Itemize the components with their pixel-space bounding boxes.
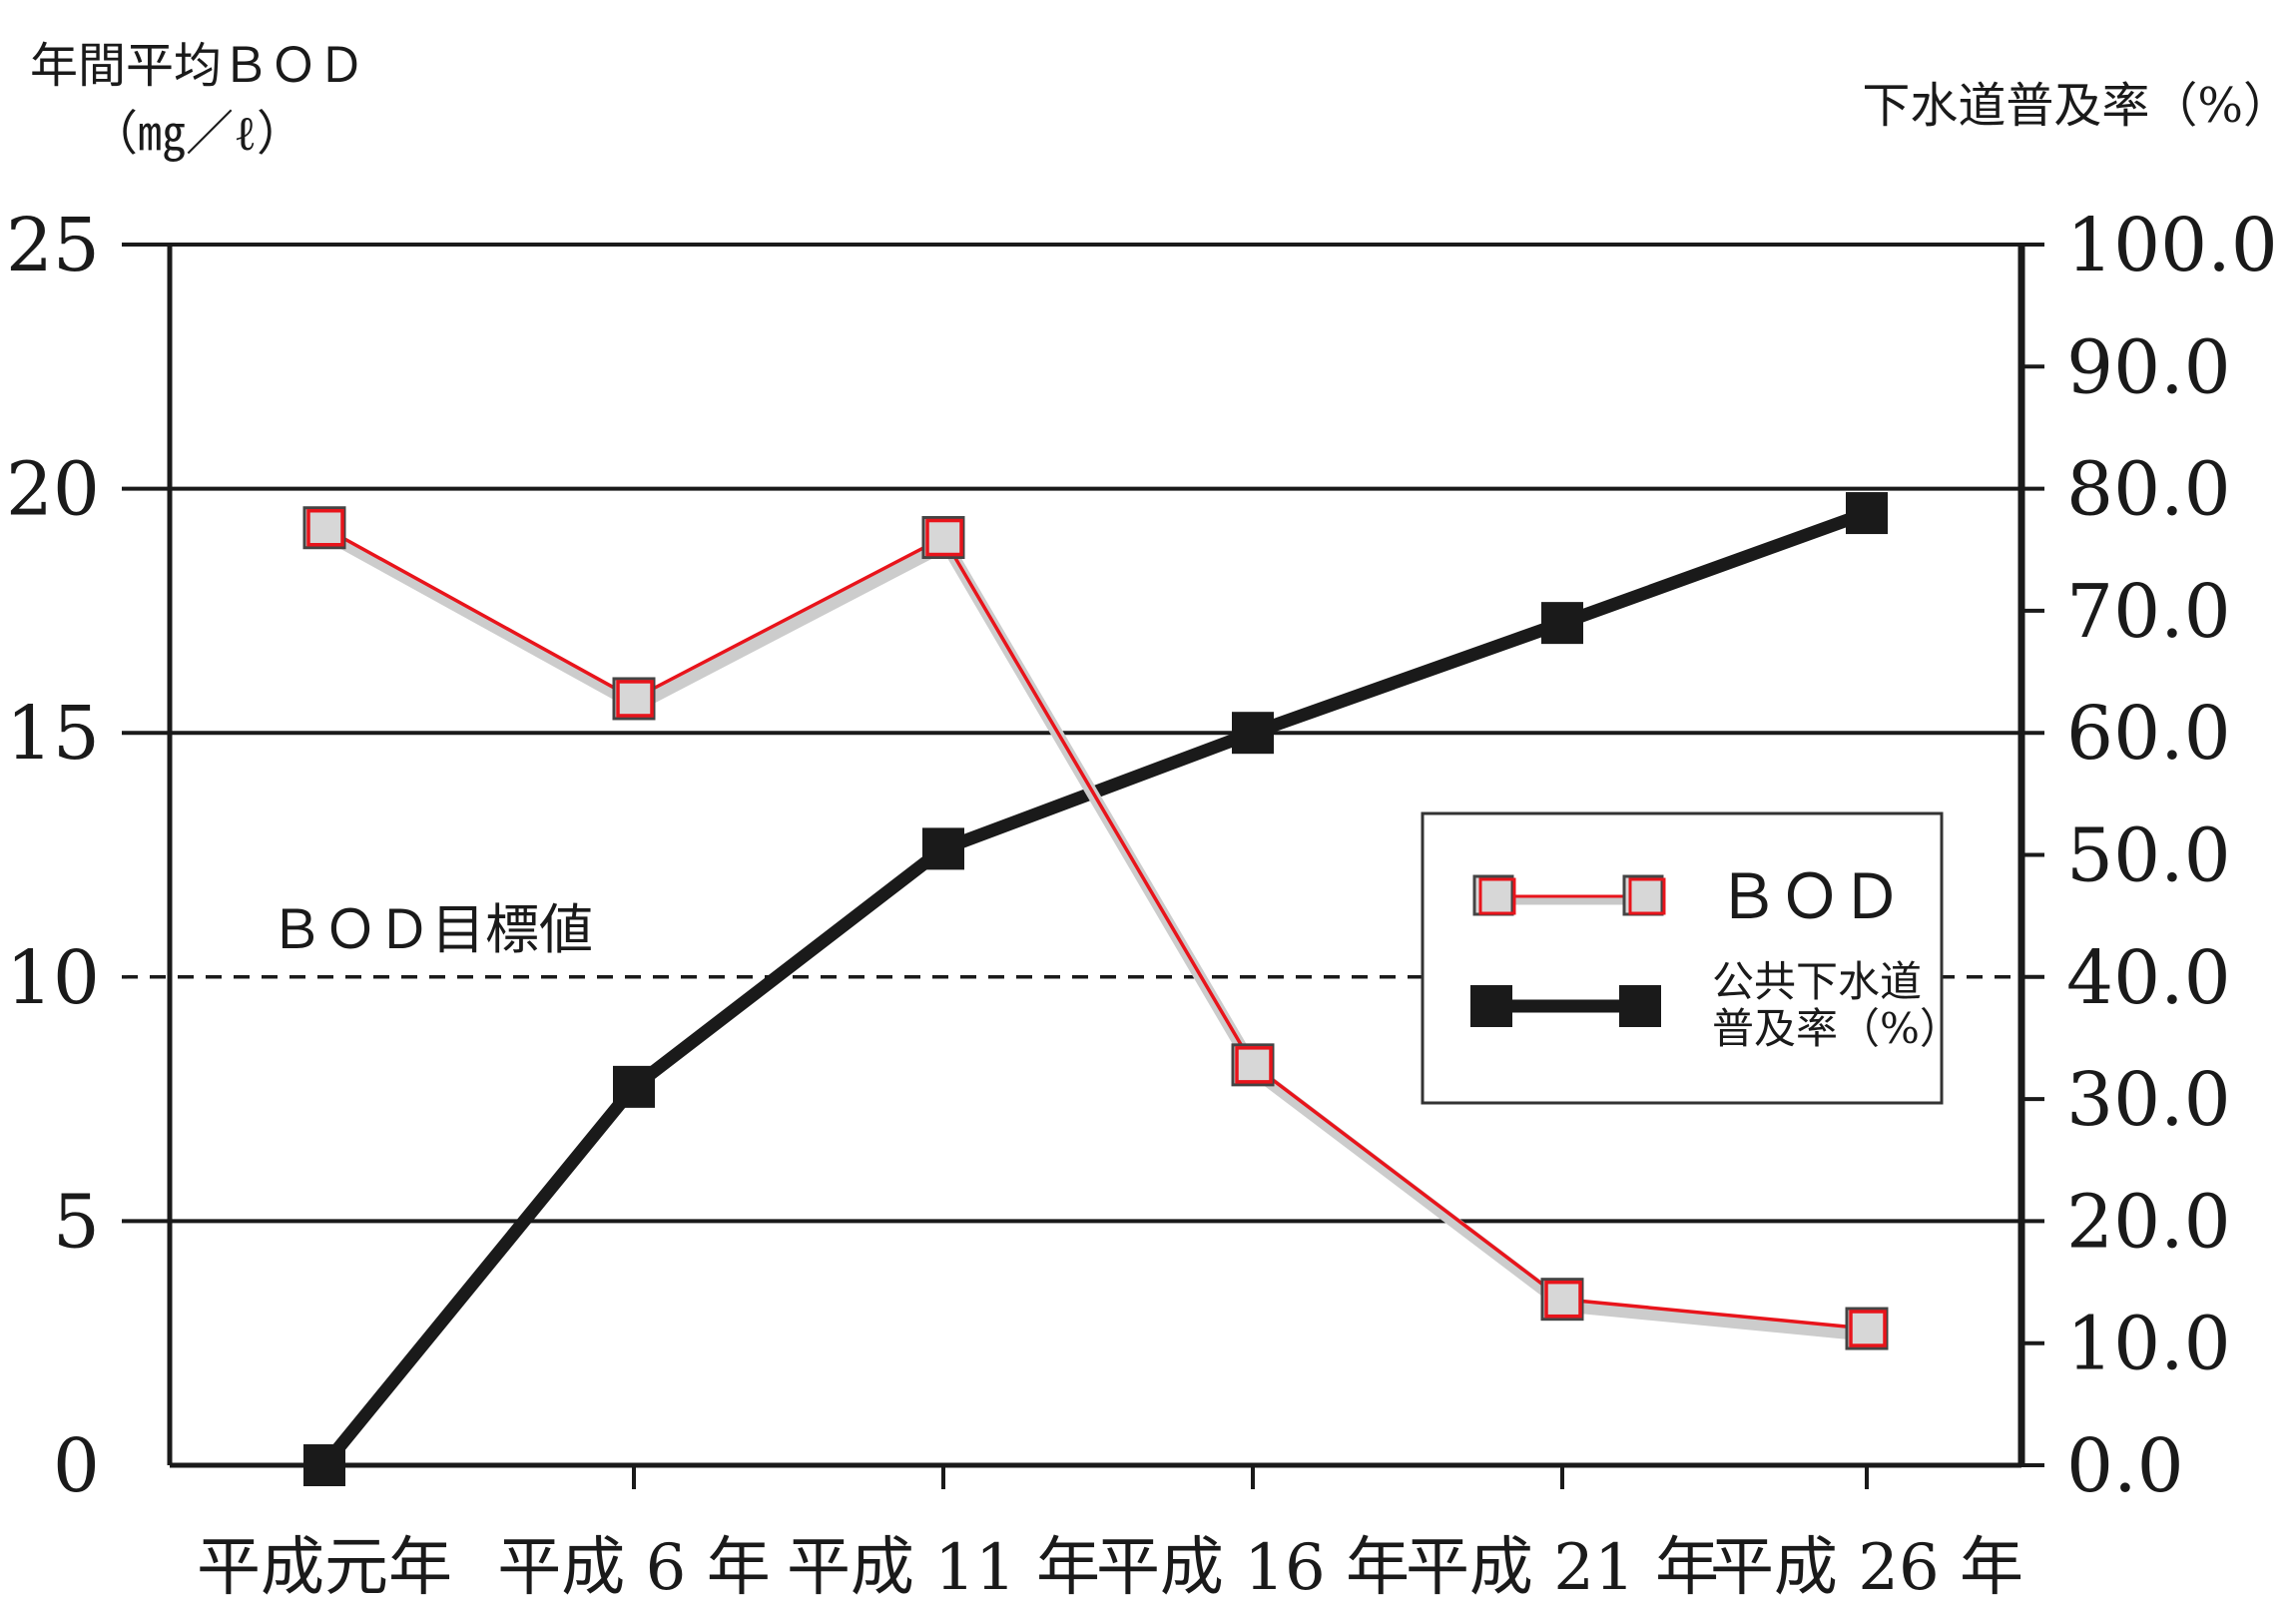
right-tick-label: 0.0 (2066, 1423, 2184, 1509)
x-tick-label: 平成 26 年 (1710, 1531, 2023, 1601)
sewer-point (303, 1444, 345, 1486)
legend-sewer-marker-right (1619, 985, 1661, 1027)
sewer-point (1541, 602, 1583, 645)
bod-point (1544, 1280, 1582, 1319)
gridlines (122, 243, 2021, 1224)
bod-point (1235, 1046, 1273, 1084)
x-tick-label: 平成元年 (197, 1531, 452, 1601)
series-group (302, 492, 1889, 1486)
left-axis-ticks: 0 5 10 15 20 25 (6, 203, 100, 1509)
bod-point-fill (1845, 1307, 1889, 1350)
right-tick-label: 90.0 (2066, 324, 2231, 410)
sewer-point (922, 827, 964, 870)
x-tick-label: 平成 11 年 (787, 1531, 1100, 1601)
legend: ＢＯＤ 公共下水道 普及率（%） (1421, 811, 1962, 1105)
bod-point (1849, 1310, 1887, 1347)
x-tick-label: 平成 16 年 (1096, 1531, 1410, 1601)
legend-sewer-marker-left (1470, 985, 1512, 1027)
right-axis-ticks: 0.0 10.0 20.0 30.0 40.0 50.0 60.0 70.0 80.0 90.0 1… (2021, 203, 2278, 1509)
x-axis-ticks: 平成元年 平成 6 年平成 11 年平成 16 年平成 21 年平成 26 年 (197, 1465, 2023, 1601)
left-axis-title-line1: 年間平均ＢＯＤ (30, 38, 365, 94)
bod-point-fill (1231, 1043, 1275, 1087)
right-tick-label: 40.0 (2066, 935, 2231, 1021)
right-tick-label: 100.0 (2066, 203, 2278, 288)
legend-bod-marker-left-red (1478, 877, 1516, 915)
bod-point-fill (302, 506, 346, 550)
left-tick-label: 0 (53, 1423, 100, 1509)
right-tick-label: 50.0 (2066, 813, 2231, 899)
bod-point-fill (612, 677, 656, 721)
legend-bod-marker-right-red (1628, 877, 1666, 915)
legend-box (1421, 811, 1944, 1105)
right-tick-label: 20.0 (2066, 1179, 2231, 1265)
left-tick-label: 5 (53, 1179, 100, 1265)
sewer-point (1232, 712, 1274, 755)
right-axis-title: 下水道普及率（%） (1862, 78, 2291, 134)
bod-point-fill (1540, 1278, 1584, 1322)
bod-point (616, 680, 654, 718)
left-tick-label: 20 (6, 447, 100, 533)
reference-line-label: ＢＯＤ目標値 (270, 898, 593, 961)
bod-point (925, 518, 963, 557)
right-tick-label: 80.0 (2066, 447, 2231, 533)
left-tick-label: 25 (6, 203, 100, 288)
left-axis-title-line2: （㎎／ℓ） (90, 106, 304, 162)
sewer-point (613, 1065, 655, 1108)
sewer-series-line (318, 506, 1870, 1470)
right-tick-label: 10.0 (2066, 1302, 2231, 1387)
right-tick-label: 70.0 (2066, 569, 2231, 655)
right-tick-label: 30.0 (2066, 1057, 2231, 1143)
legend-bod-label: ＢＯＤ (1717, 860, 1903, 933)
legend-sewer-label-line1: 公共下水道 (1712, 957, 1922, 1006)
bod-series-line (323, 526, 1868, 1331)
bod-point-fill (921, 516, 965, 560)
right-tick-label: 60.0 (2066, 691, 2231, 777)
legend-sewer-label-line2: 普及率（%） (1712, 1004, 1962, 1053)
sewer-point (1846, 492, 1888, 535)
x-tick-label: 平成 6 年 (497, 1531, 770, 1601)
left-tick-label: 10 (6, 935, 100, 1021)
x-tick-label: 平成 21 年 (1406, 1531, 1719, 1601)
bod-point (306, 508, 344, 547)
left-tick-label: 15 (6, 691, 100, 777)
